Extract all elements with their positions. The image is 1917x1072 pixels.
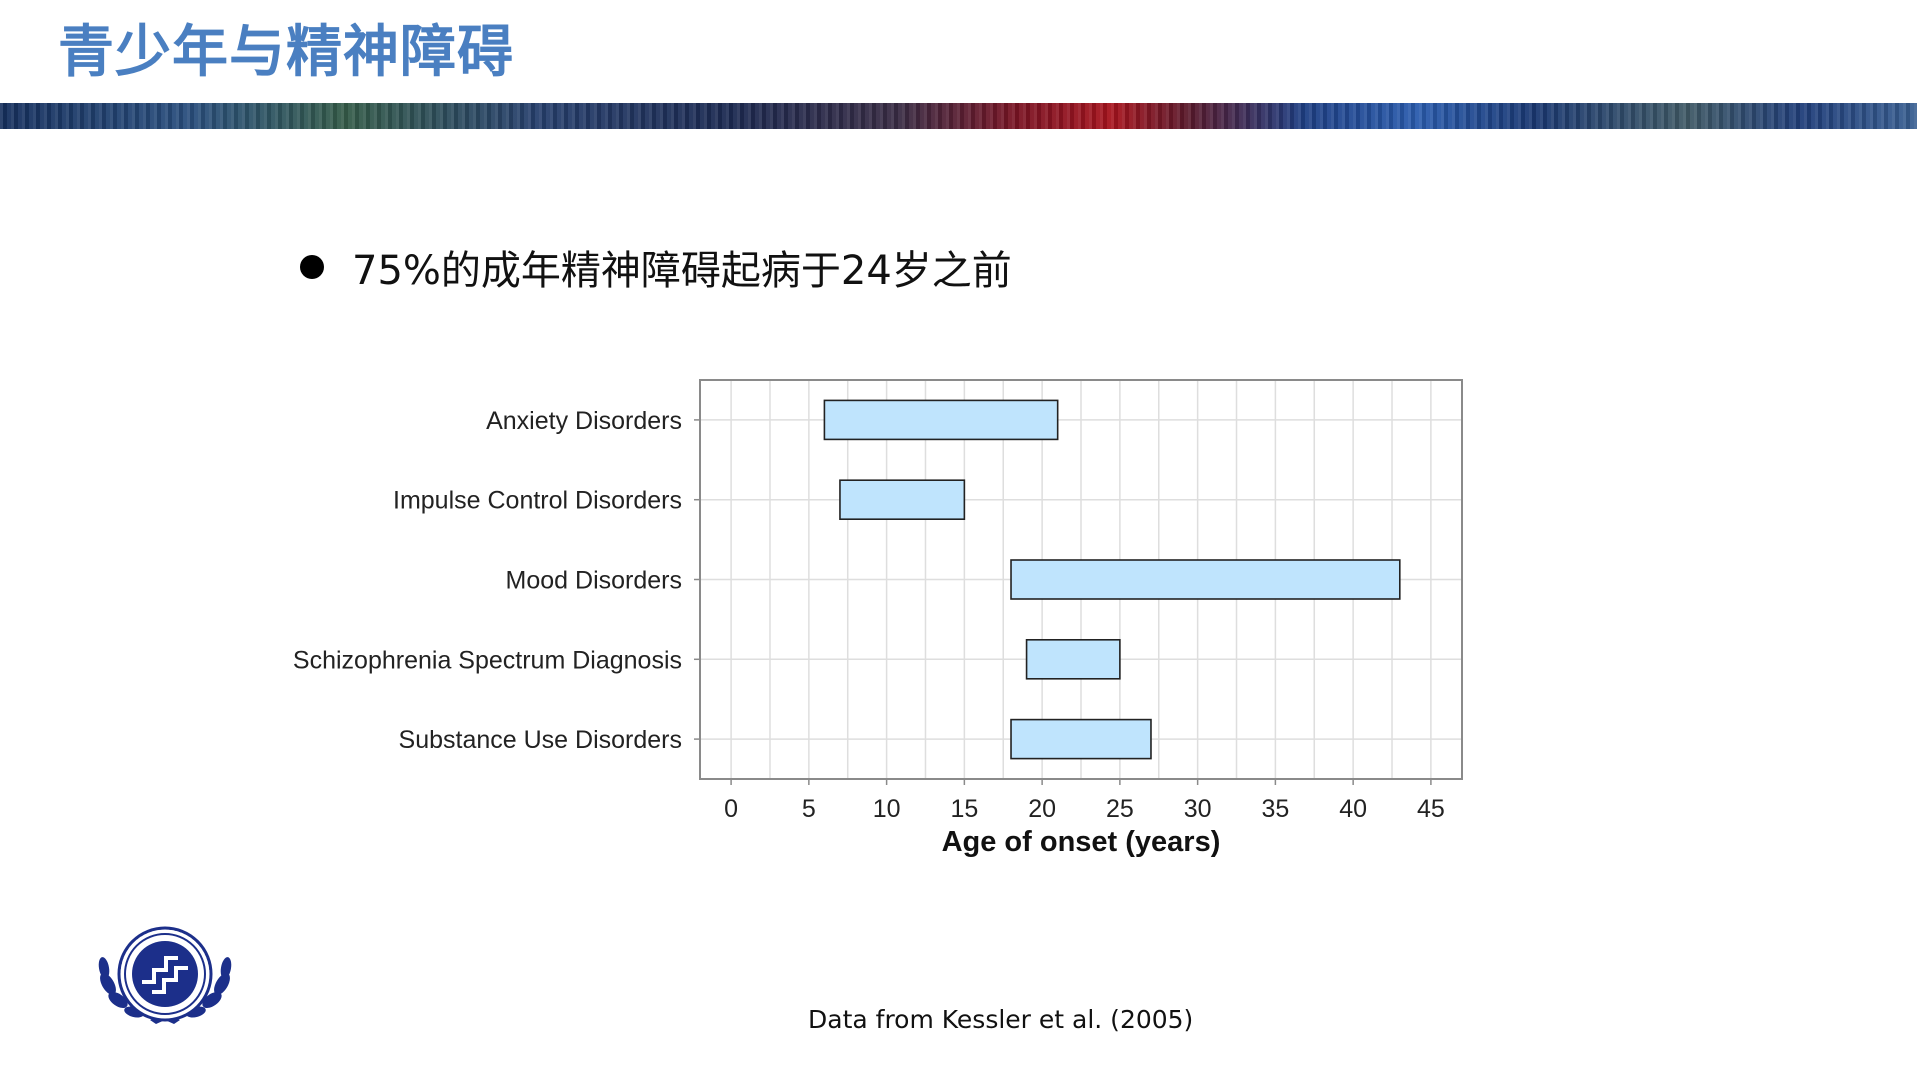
decorative-banner <box>0 103 1917 129</box>
bullet-item: 75%的成年精神障碍起病于24岁之前 <box>300 238 1012 296</box>
onset-age-chart: Anxiety Disorders Impulse Control Disorde… <box>293 379 1463 858</box>
data-source-note: Data from Kessler et al. (2005) <box>808 1005 1194 1034</box>
y-tick-label: Schizophrenia Spectrum Diagnosis <box>293 646 682 674</box>
x-tick-label: 35 <box>1261 795 1289 823</box>
x-tick-label: 0 <box>724 795 738 823</box>
bar-4 <box>1010 718 1152 760</box>
bullet-text: 75%的成年精神障碍起病于24岁之前 <box>352 248 1012 294</box>
x-tick-label: 40 <box>1339 795 1367 823</box>
x-tick-label: 5 <box>802 795 816 823</box>
x-tick-label: 10 <box>873 795 901 823</box>
x-axis-label: Age of onset (years) <box>942 826 1221 858</box>
y-tick-label: Impulse Control Disorders <box>393 487 682 515</box>
institute-seal-icon <box>90 922 240 1036</box>
x-tick-label: 15 <box>950 795 978 823</box>
x-tick-label: 30 <box>1184 795 1212 823</box>
y-tick-label: Mood Disorders <box>506 567 682 595</box>
bullet-dot-icon <box>300 255 324 279</box>
bar-3 <box>1025 638 1121 680</box>
y-tick-label: Anxiety Disorders <box>486 407 682 435</box>
x-tick-label: 20 <box>1028 795 1056 823</box>
slide-title: 青少年与精神障碍 <box>58 20 514 85</box>
bar-1 <box>839 479 966 521</box>
y-tick-label: Substance Use Disorders <box>399 726 682 754</box>
bar-2 <box>1010 559 1401 600</box>
bar-0 <box>823 399 1059 441</box>
x-tick-label: 45 <box>1417 795 1445 823</box>
x-tick-label: 25 <box>1106 795 1134 823</box>
